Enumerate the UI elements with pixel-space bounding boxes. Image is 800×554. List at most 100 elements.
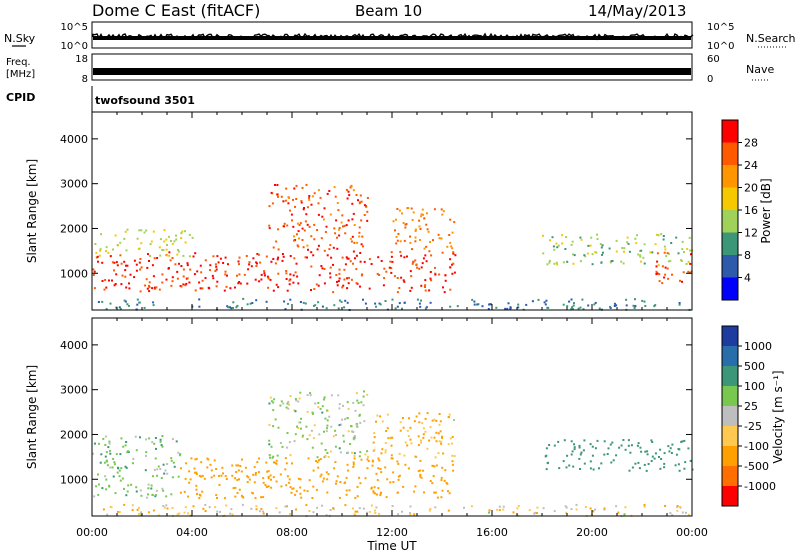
- velocity-data-point: [253, 481, 256, 484]
- velocity-data-point: [409, 438, 412, 441]
- velocity-data-point: [359, 451, 362, 454]
- power-data-point: [402, 222, 405, 224]
- velocity-data-point: [153, 442, 156, 445]
- power-data-point: [136, 298, 139, 301]
- power-data-point: [298, 237, 300, 240]
- power-data-point: [260, 278, 263, 281]
- power-data-point: [196, 270, 199, 273]
- power-data-point: [336, 284, 339, 287]
- velocity-data-point: [103, 461, 106, 464]
- velocity-data-point: [342, 434, 345, 437]
- velocity-data-point: [265, 461, 268, 464]
- power-data-point: [531, 300, 534, 303]
- power-data-point: [148, 286, 151, 289]
- power-data-point: [690, 253, 692, 256]
- power-data-point: [332, 263, 334, 266]
- velocity-data-point: [280, 400, 283, 403]
- power-data-point: [139, 290, 142, 293]
- power-data-point: [277, 195, 279, 198]
- velocity-data-point: [317, 401, 320, 404]
- power-data-point: [359, 285, 361, 288]
- power-data-point: [656, 272, 659, 275]
- velocity-data-point: [447, 509, 450, 512]
- velocity-data-point: [438, 423, 441, 426]
- power-data-point: [296, 275, 299, 278]
- y-tick-label: 4000: [60, 339, 88, 352]
- colorbar-segment: [722, 277, 738, 301]
- velocity-data-point: [374, 509, 376, 512]
- power-data-point: [177, 250, 180, 253]
- power-data-point: [610, 260, 613, 262]
- power-data-point: [330, 256, 333, 259]
- velocity-data-point: [240, 470, 243, 473]
- power-data-point: [345, 256, 348, 259]
- power-data-point: [657, 234, 660, 237]
- power-data-point: [299, 222, 302, 225]
- power-data-point: [277, 256, 280, 259]
- velocity-data-point: [439, 420, 442, 423]
- power-data-point: [340, 221, 343, 224]
- power-data-point: [345, 188, 348, 191]
- power-data-point: [350, 278, 353, 281]
- velocity-data-point: [246, 481, 249, 484]
- velocity-data-point: [651, 441, 654, 443]
- velocity-data-point: [658, 456, 660, 458]
- power-data-point: [343, 278, 346, 281]
- velocity-data-point: [498, 505, 501, 508]
- power-data-point: [419, 228, 422, 230]
- velocity-data-point: [341, 418, 344, 421]
- power-data-point: [289, 273, 292, 276]
- power-data-point: [284, 308, 287, 311]
- power-data-point: [177, 249, 179, 251]
- velocity-data-point: [335, 434, 337, 436]
- power-data-point: [555, 261, 558, 264]
- velocity-data-point: [414, 485, 417, 488]
- power-data-point: [430, 279, 433, 282]
- power-data-point: [363, 214, 366, 216]
- colorbar-tick-label: -25: [744, 420, 762, 433]
- velocity-data-point: [146, 496, 149, 499]
- velocity-data-point: [318, 433, 321, 436]
- velocity-data-point: [353, 435, 356, 437]
- velocity-data-point: [439, 430, 442, 433]
- power-data-point: [216, 255, 219, 258]
- velocity-data-point: [315, 488, 318, 491]
- power-data-point: [378, 274, 381, 276]
- velocity-data-point: [220, 474, 223, 477]
- power-data-point: [338, 268, 341, 271]
- power-data-point: [396, 277, 399, 279]
- velocity-data-point: [238, 488, 241, 491]
- velocity-data-point: [241, 458, 243, 461]
- power-data-point: [186, 264, 189, 267]
- power-data-point: [348, 194, 351, 197]
- power-data-point: [293, 257, 296, 260]
- velocity-data-point: [136, 508, 139, 511]
- velocity-data-point: [154, 437, 157, 439]
- velocity-data-point: [159, 440, 162, 443]
- velocity-data-point: [570, 453, 573, 456]
- power-data-point: [404, 223, 407, 226]
- cpid-label: CPID: [6, 91, 35, 104]
- power-data-point: [335, 274, 338, 276]
- power-data-point: [640, 260, 642, 263]
- velocity-data-point: [272, 401, 275, 404]
- velocity-data-point: [337, 394, 340, 397]
- power-data-point: [389, 260, 392, 263]
- power-data-point: [346, 277, 349, 280]
- power-data-point: [124, 269, 127, 272]
- power-data-point: [666, 252, 669, 255]
- velocity-data-point: [334, 429, 337, 432]
- velocity-data-point: [162, 463, 165, 466]
- velocity-data-point: [279, 442, 282, 444]
- power-data-point: [229, 306, 231, 309]
- velocity-data-point: [572, 465, 575, 468]
- power-data-point: [562, 261, 565, 264]
- power-data-point: [305, 183, 308, 186]
- power-data-point: [507, 302, 510, 305]
- power-data-point: [321, 267, 324, 270]
- power-data-point: [398, 287, 401, 289]
- plot-title: Dome C East (fitACF): [92, 1, 260, 20]
- velocity-data-point: [420, 476, 423, 479]
- power-colorbar-label: Power [dB]: [759, 178, 773, 243]
